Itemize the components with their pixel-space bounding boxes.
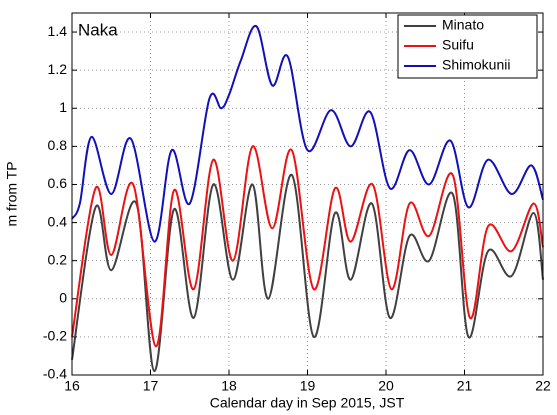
- x-tick-label: 22: [535, 378, 551, 394]
- legend-label: Suifu: [442, 37, 474, 53]
- x-tick-label: 20: [378, 378, 394, 394]
- x-axis-label: Calendar day in Sep 2015, JST: [210, 395, 405, 411]
- x-tick-label: 21: [457, 378, 473, 394]
- y-tick-label: 0: [59, 289, 67, 305]
- x-tick-label: 18: [221, 378, 237, 394]
- annotation: Naka: [78, 20, 118, 39]
- y-tick-label: 1: [59, 99, 67, 115]
- y-tick-label: 0.8: [48, 137, 68, 153]
- series-line: [71, 145, 544, 348]
- y-tick-label: -0.2: [43, 328, 67, 344]
- y-tick-label: 0.4: [48, 213, 68, 229]
- y-tick-label: 1.2: [48, 61, 68, 77]
- plot-frame: [71, 12, 544, 376]
- y-tick-label: 0.6: [48, 175, 68, 191]
- y-axis-label: m from TP: [4, 161, 20, 226]
- y-tick-label: 1.4: [48, 23, 68, 39]
- y-tick-label: -0.4: [43, 366, 67, 382]
- series-line: [71, 173, 544, 373]
- x-tick-label: 17: [143, 378, 159, 394]
- legend-label: Shimokunii: [442, 57, 510, 73]
- x-tick-label: 19: [300, 378, 316, 394]
- legend-label: Minato: [442, 17, 484, 33]
- y-tick-label: 0.2: [48, 251, 68, 267]
- series-line: [71, 25, 544, 243]
- x-tick-label: 16: [64, 378, 80, 394]
